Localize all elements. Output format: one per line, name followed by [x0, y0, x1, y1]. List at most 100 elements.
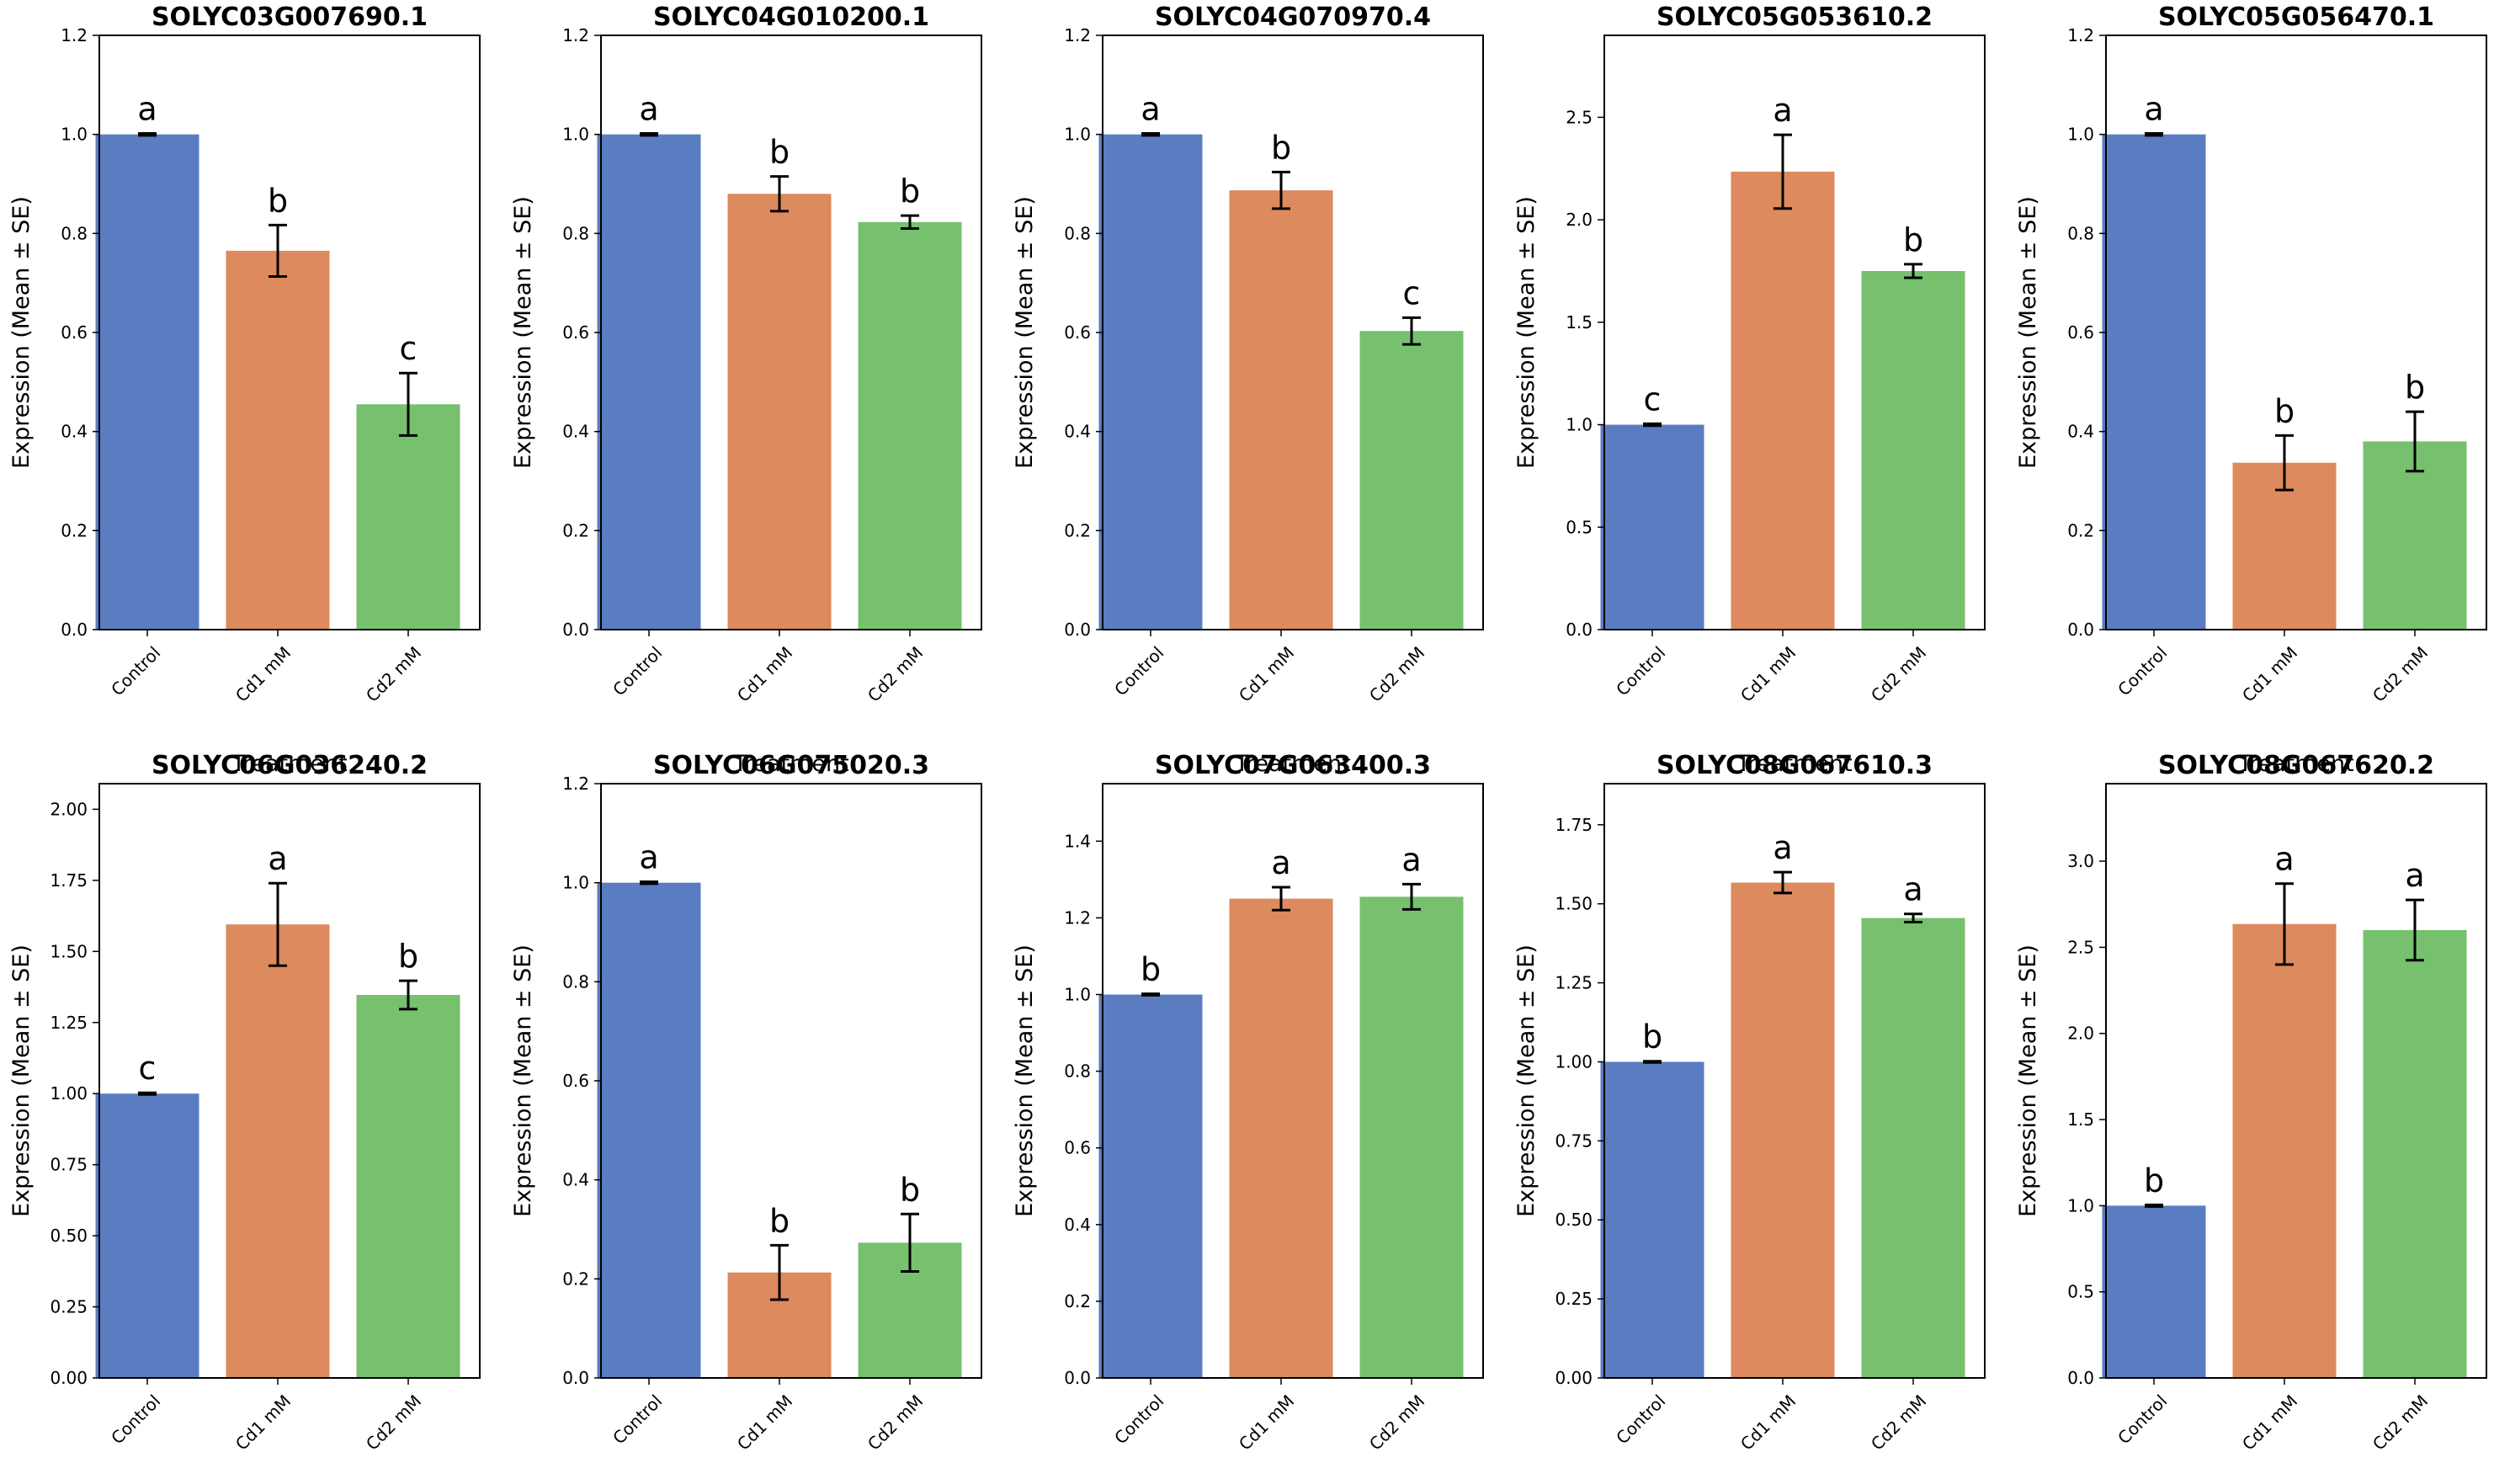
significance-letter: b	[2405, 369, 2425, 406]
x-tick-label: Control	[1612, 642, 1669, 699]
significance-letter: a	[639, 838, 658, 875]
y-tick-label: 0.2	[562, 1269, 589, 1289]
x-tick-label: Cd1 mM	[1235, 1391, 1298, 1454]
axes-frame	[98, 35, 481, 630]
y-tick-label: 1.00	[50, 1083, 88, 1104]
y-tick-label: 1.0	[1566, 415, 1593, 435]
x-tick-label: Cd2 mM	[2369, 642, 2432, 705]
x-tick-label: Cd1 mM	[733, 1391, 796, 1454]
significance-letter: c	[139, 1050, 157, 1087]
y-tick-label: 0.25	[1555, 1289, 1593, 1309]
y-axis-label: Expression (Mean ± SE)	[8, 196, 35, 469]
chart-panel: SOLYC06G075020.3 a Control b Cd1 mM b Cd2 mM 0.…	[510, 751, 982, 1455]
y-axis-label: Expression (Mean ± SE)	[510, 196, 536, 469]
y-tick-label: 0.8	[562, 223, 589, 243]
x-tick-label: Cd2 mM	[864, 1391, 927, 1454]
chart-panel: SOLYC05G056470.1 a Control b Cd1 mM b Cd2 mM 0.…	[2015, 3, 2487, 777]
bar-cd1-mm	[1731, 882, 1835, 1378]
y-tick-label: 1.2	[1064, 907, 1091, 928]
significance-letter: b	[900, 1171, 920, 1208]
significance-letter: a	[268, 840, 287, 877]
x-tick-label: Cd2 mM	[1867, 642, 1930, 705]
significance-letter: a	[639, 90, 658, 127]
x-tick-label: Cd1 mM	[2238, 642, 2301, 705]
y-tick-label: 1.50	[50, 941, 88, 961]
chart-panel: SOLYC05G053610.2 c Control a Cd1 mM b Cd2 mM 0.…	[1513, 3, 1986, 777]
x-axis-label: Treatment	[1736, 751, 1852, 777]
y-axis-label: Expression (Mean ± SE)	[1012, 944, 1038, 1217]
y-tick-label: 1.50	[1555, 894, 1593, 914]
y-tick-label: 0.5	[2067, 1282, 2094, 1302]
bar-cd2-mm	[1359, 331, 1464, 630]
y-axis-label: Expression (Mean ± SE)	[1513, 196, 1539, 469]
axes-frame	[1102, 783, 1484, 1379]
bar-cd2-mm	[2363, 441, 2467, 630]
y-tick-label: 0.00	[50, 1368, 88, 1388]
chart-title: SOLYC07G063400.3	[1155, 751, 1431, 780]
bar-cd1-mm	[1731, 171, 1835, 630]
y-tick-label: 1.2	[2067, 25, 2094, 45]
y-tick-label: 0.8	[2067, 223, 2094, 243]
y-tick-label: 0.5	[1566, 517, 1593, 537]
bar-cd2-mm	[1861, 918, 1965, 1378]
y-axis-label: Expression (Mean ± SE)	[1012, 196, 1038, 469]
x-tick-label: Cd1 mM	[2238, 1391, 2301, 1454]
y-tick-label: 0.0	[2067, 620, 2094, 640]
y-tick-label: 0.0	[1064, 620, 1091, 640]
bar-control	[1098, 994, 1203, 1378]
y-tick-label: 1.25	[1555, 973, 1593, 993]
axes-frame	[1603, 35, 1986, 630]
significance-letter: a	[1903, 871, 1922, 908]
bar-cd1-mm	[226, 924, 330, 1378]
x-tick-label: Control	[2114, 1391, 2171, 1448]
significance-letter: b	[769, 134, 790, 171]
x-tick-label: Control	[107, 642, 164, 699]
bar-cd2-mm	[1861, 270, 1965, 630]
y-tick-label: 1.0	[2067, 125, 2094, 145]
x-tick-label: Cd1 mM	[1736, 1391, 1800, 1454]
x-tick-label: Cd1 mM	[231, 642, 295, 705]
chart-panel: SOLYC03G007690.1 a Control b Cd1 mM c Cd2 mM 0.…	[8, 3, 481, 777]
significance-letter: a	[1773, 92, 1792, 129]
y-tick-label: 0.75	[50, 1155, 88, 1175]
chart-title: SOLYC04G010200.1	[653, 3, 929, 32]
y-tick-label: 0.00	[1555, 1368, 1593, 1388]
y-tick-label: 1.75	[50, 870, 88, 891]
bar-cd1-mm	[1229, 898, 1333, 1378]
y-tick-label: 1.0	[2067, 1195, 2094, 1215]
chart-title: SOLYC08G067610.3	[1656, 751, 1933, 780]
significance-letter: c	[1644, 380, 1662, 418]
x-tick-label: Control	[1612, 1391, 1669, 1448]
y-tick-label: 0.8	[61, 223, 88, 243]
chart-title: SOLYC06G075020.3	[653, 751, 929, 780]
y-tick-label: 0.6	[562, 322, 589, 343]
bar-cd2-mm	[356, 994, 460, 1378]
chart-title: SOLYC08G067620.2	[2158, 751, 2434, 780]
y-axis-label: Expression (Mean ± SE)	[510, 944, 536, 1217]
y-tick-label: 0.4	[61, 422, 88, 442]
y-tick-label: 1.2	[1064, 25, 1091, 45]
bar-cd1-mm	[727, 194, 832, 630]
y-tick-label: 1.00	[1555, 1051, 1593, 1072]
x-tick-label: Cd2 mM	[362, 642, 425, 705]
x-tick-label: Cd2 mM	[1867, 1391, 1930, 1454]
bar-control	[2102, 134, 2206, 630]
significance-letter: b	[268, 182, 288, 219]
bar-cd2-mm	[356, 404, 460, 630]
bar-control	[95, 1093, 199, 1378]
x-axis-label: Treatment	[231, 751, 347, 777]
x-tick-label: Control	[609, 642, 666, 699]
chart-title: SOLYC06G036240.2	[152, 751, 428, 780]
y-tick-label: 1.2	[562, 774, 589, 794]
y-tick-label: 0.8	[1064, 1061, 1091, 1082]
significance-letter: a	[2144, 90, 2163, 127]
y-tick-label: 0.6	[2067, 322, 2094, 343]
y-tick-label: 0.4	[1064, 1215, 1091, 1235]
significance-letter: a	[1271, 844, 1290, 881]
y-tick-label: 1.25	[50, 1013, 88, 1033]
significance-letter: b	[1271, 129, 1291, 166]
y-tick-label: 0.0	[61, 620, 88, 640]
y-tick-label: 3.0	[2067, 851, 2094, 871]
y-tick-label: 1.5	[2067, 1109, 2094, 1130]
